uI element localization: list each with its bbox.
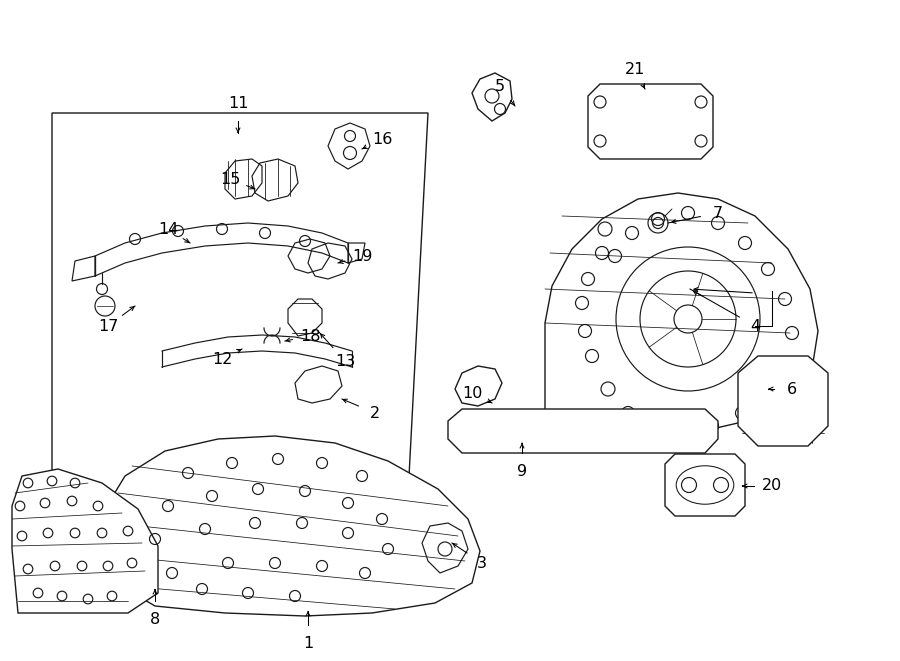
Text: 12: 12 xyxy=(212,352,232,366)
Polygon shape xyxy=(738,356,828,446)
Polygon shape xyxy=(588,84,713,159)
Text: 7: 7 xyxy=(713,206,723,221)
Text: 15: 15 xyxy=(220,171,240,186)
Text: 21: 21 xyxy=(625,61,645,77)
Polygon shape xyxy=(472,73,512,121)
Text: 13: 13 xyxy=(335,354,356,368)
Text: 4: 4 xyxy=(750,319,760,334)
Polygon shape xyxy=(105,436,480,616)
Text: 10: 10 xyxy=(462,385,482,401)
Text: 19: 19 xyxy=(352,249,373,264)
Text: 8: 8 xyxy=(150,611,160,627)
Polygon shape xyxy=(12,469,158,613)
Polygon shape xyxy=(665,454,745,516)
Text: 6: 6 xyxy=(787,381,797,397)
Polygon shape xyxy=(455,366,502,406)
Text: 20: 20 xyxy=(762,479,782,494)
Text: 9: 9 xyxy=(517,463,527,479)
Polygon shape xyxy=(448,409,718,453)
Text: 14: 14 xyxy=(158,221,178,237)
Text: 1: 1 xyxy=(303,635,313,650)
Polygon shape xyxy=(545,193,818,443)
Text: 16: 16 xyxy=(372,132,392,147)
Text: 3: 3 xyxy=(477,555,487,570)
Text: 5: 5 xyxy=(495,79,505,93)
Text: 2: 2 xyxy=(370,405,380,420)
Text: 17: 17 xyxy=(98,319,118,334)
Text: 18: 18 xyxy=(300,329,320,344)
Text: 11: 11 xyxy=(228,95,248,110)
